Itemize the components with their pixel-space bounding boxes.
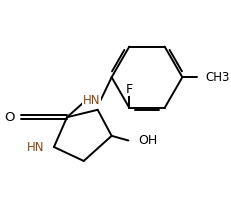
Text: HN: HN <box>82 94 100 107</box>
Text: HN: HN <box>27 141 45 153</box>
Text: F: F <box>126 83 133 96</box>
Text: OH: OH <box>139 134 158 147</box>
Text: O: O <box>4 111 15 124</box>
Text: CH3: CH3 <box>206 71 230 84</box>
